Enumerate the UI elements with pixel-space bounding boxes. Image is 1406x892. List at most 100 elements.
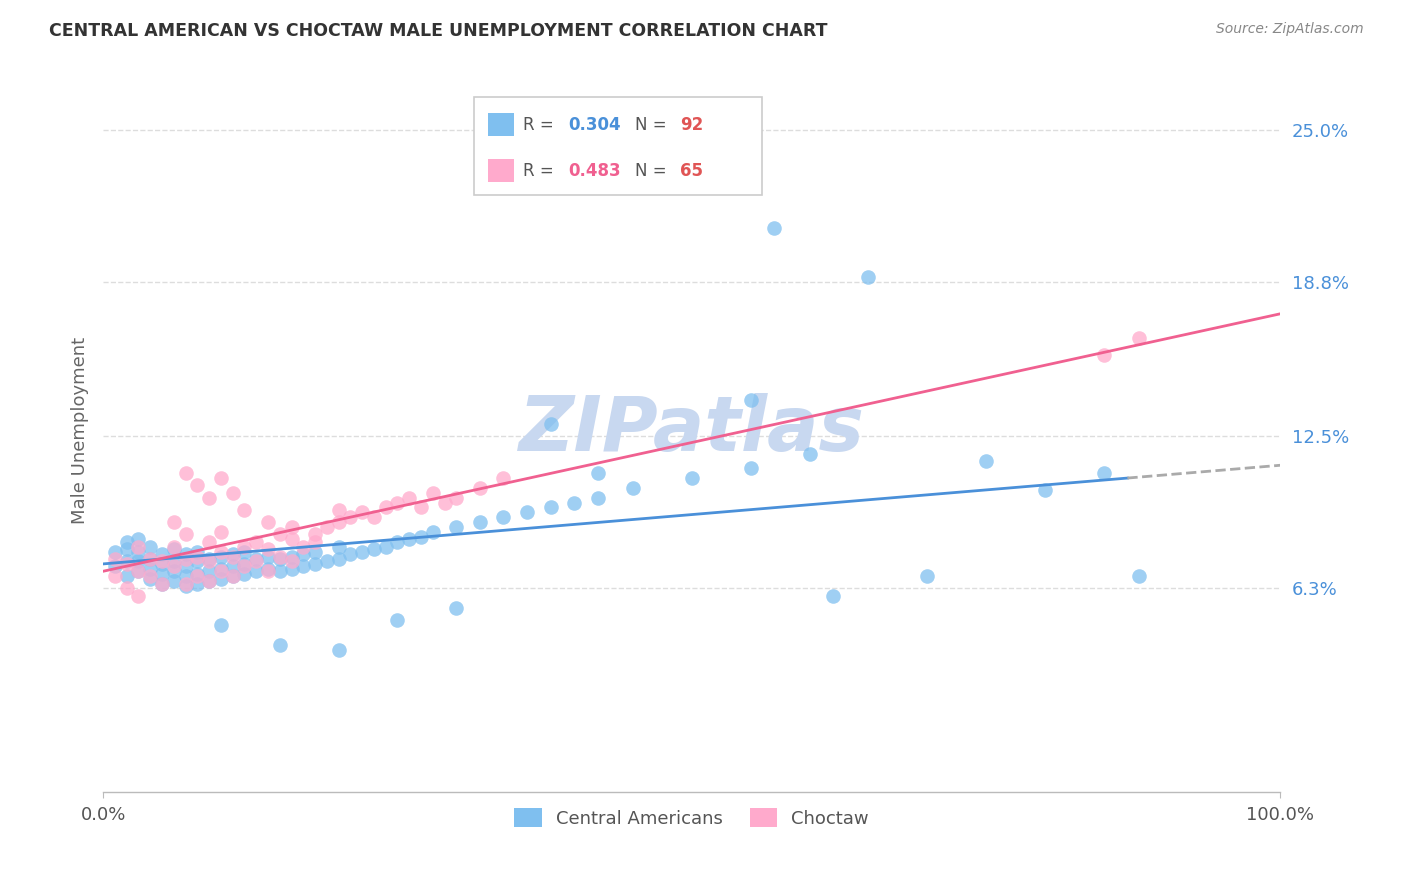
Text: R =: R =: [523, 116, 560, 134]
Point: [304, 534, 326, 549]
Point: [446, 491, 468, 505]
Point: [315, 554, 337, 568]
Point: [763, 221, 786, 235]
Point: [209, 618, 232, 632]
Point: [139, 552, 162, 566]
Point: [221, 569, 243, 583]
Text: 0.483: 0.483: [568, 161, 621, 179]
Point: [446, 520, 468, 534]
Point: [198, 491, 221, 505]
Point: [139, 552, 162, 566]
Point: [540, 500, 562, 515]
Point: [221, 569, 243, 583]
Point: [740, 392, 762, 407]
Point: [127, 564, 149, 578]
Point: [174, 547, 197, 561]
Point: [280, 533, 302, 547]
Point: [233, 566, 256, 581]
Point: [586, 491, 609, 505]
Point: [233, 557, 256, 571]
Point: [387, 534, 409, 549]
Point: [174, 579, 197, 593]
Point: [304, 544, 326, 558]
Point: [150, 576, 173, 591]
Point: [257, 564, 280, 578]
Point: [174, 527, 197, 541]
Point: [304, 527, 326, 541]
Point: [280, 554, 302, 568]
Point: [221, 549, 243, 564]
Point: [1092, 466, 1115, 480]
Point: [163, 540, 186, 554]
Point: [586, 466, 609, 480]
Point: [257, 562, 280, 576]
Point: [269, 549, 291, 564]
Point: [328, 552, 350, 566]
Point: [269, 552, 291, 566]
Point: [115, 542, 138, 557]
Point: [104, 544, 127, 558]
Point: [280, 562, 302, 576]
Point: [150, 554, 173, 568]
Point: [127, 540, 149, 554]
Point: [740, 461, 762, 475]
Point: [139, 540, 162, 554]
Point: [150, 566, 173, 581]
Point: [104, 552, 127, 566]
Point: [269, 638, 291, 652]
Point: [198, 534, 221, 549]
Point: [446, 601, 468, 615]
Point: [198, 564, 221, 578]
Point: [245, 564, 267, 578]
Point: [374, 540, 396, 554]
Point: [127, 544, 149, 558]
Point: [280, 520, 302, 534]
Point: [209, 524, 232, 539]
Point: [209, 564, 232, 578]
Legend: Central Americans, Choctaw: Central Americans, Choctaw: [508, 801, 876, 835]
Point: [422, 485, 444, 500]
Point: [1128, 331, 1150, 345]
Point: [198, 552, 221, 566]
Point: [221, 559, 243, 574]
Text: 92: 92: [681, 116, 703, 134]
Point: [150, 547, 173, 561]
Point: [339, 547, 361, 561]
Point: [209, 562, 232, 576]
Point: [163, 564, 186, 578]
Point: [352, 505, 374, 519]
Point: [409, 530, 432, 544]
Point: [186, 554, 208, 568]
Point: [150, 576, 173, 591]
Point: [233, 503, 256, 517]
Point: [104, 559, 127, 574]
Bar: [488, 159, 515, 182]
Point: [115, 582, 138, 596]
Point: [352, 544, 374, 558]
Point: [339, 510, 361, 524]
Point: [1128, 569, 1150, 583]
Point: [681, 471, 703, 485]
Point: [104, 569, 127, 583]
Point: [422, 524, 444, 539]
Point: [374, 500, 396, 515]
Point: [186, 576, 208, 591]
Point: [233, 540, 256, 554]
Point: [174, 559, 197, 574]
Point: [233, 559, 256, 574]
Point: [115, 554, 138, 568]
Text: CENTRAL AMERICAN VS CHOCTAW MALE UNEMPLOYMENT CORRELATION CHART: CENTRAL AMERICAN VS CHOCTAW MALE UNEMPLO…: [49, 22, 828, 40]
Point: [139, 569, 162, 583]
Point: [209, 544, 232, 558]
Point: [186, 549, 208, 564]
Point: [209, 572, 232, 586]
Point: [221, 547, 243, 561]
Y-axis label: Male Unemployment: Male Unemployment: [72, 336, 89, 524]
Point: [127, 589, 149, 603]
Point: [139, 562, 162, 576]
Point: [221, 485, 243, 500]
Point: [198, 574, 221, 588]
Point: [799, 446, 821, 460]
Point: [257, 515, 280, 529]
Point: [186, 566, 208, 581]
